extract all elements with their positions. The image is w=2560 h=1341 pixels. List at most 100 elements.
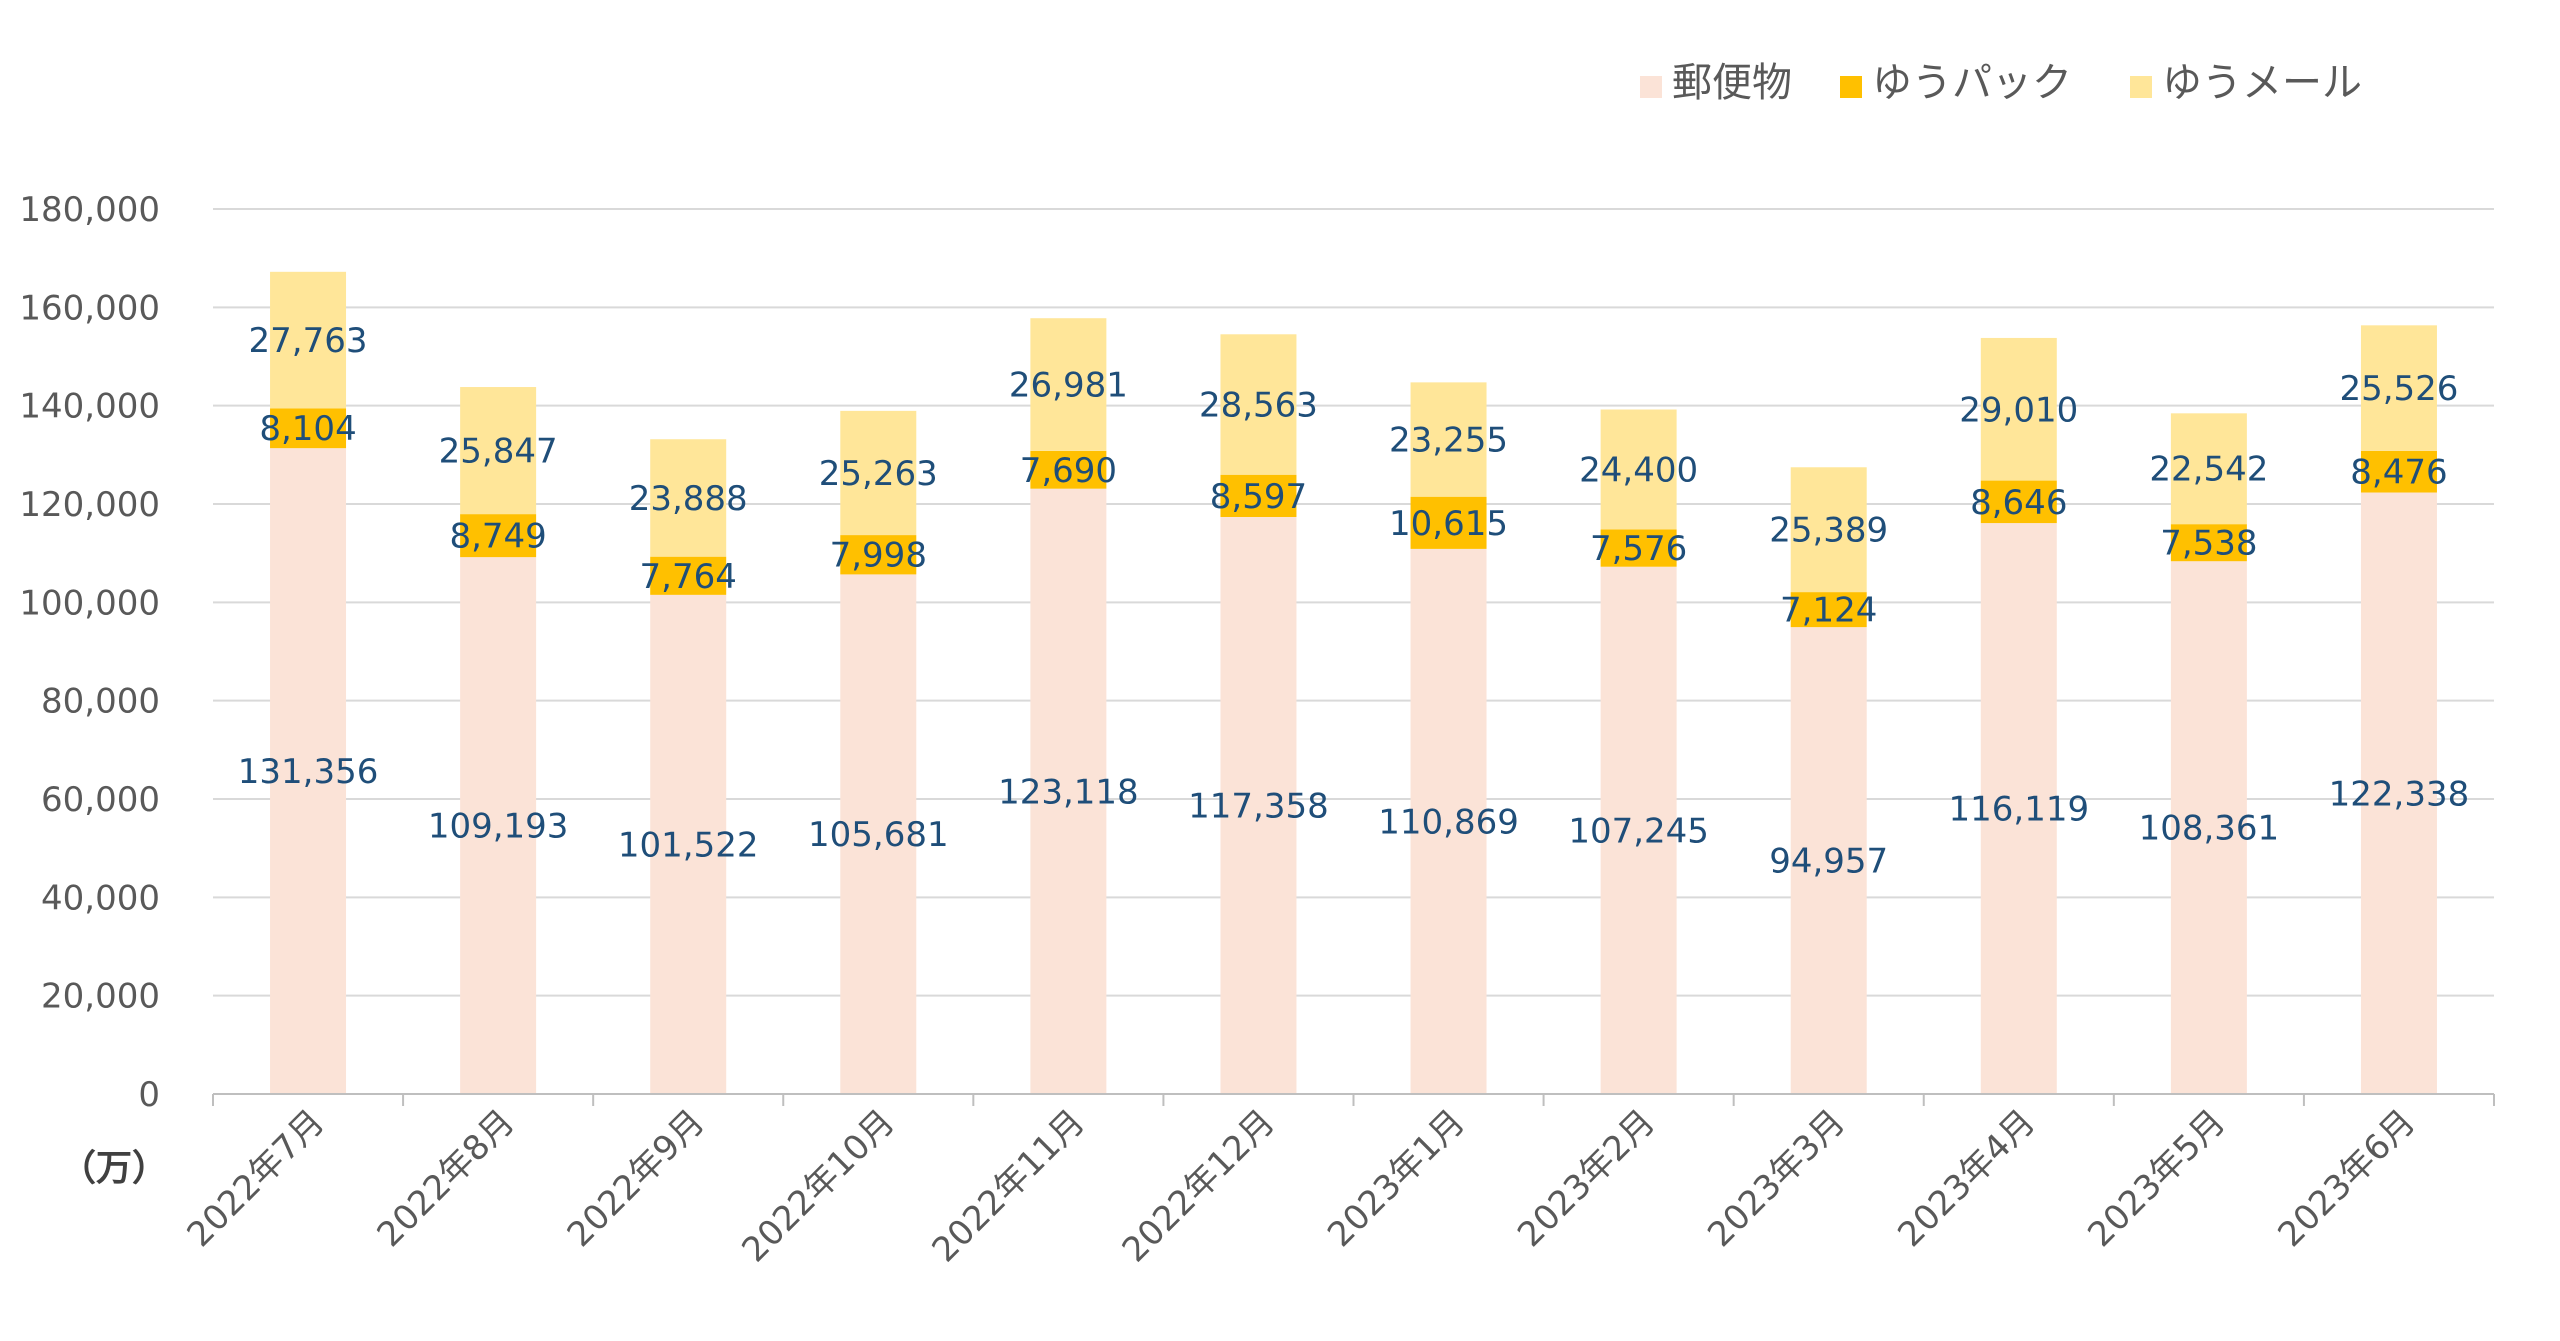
y-tick-label: 40,000 (41, 878, 160, 918)
bar-segment (840, 410, 917, 536)
bar-segment (1600, 529, 1677, 567)
data-label: 8,104 (259, 409, 356, 449)
bar-segment (1220, 334, 1297, 475)
data-label: 29,010 (1959, 390, 2078, 430)
data-label: 7,764 (640, 557, 737, 597)
data-labels: 131,356 8,104 27,763 109,193 8,749 25,847 101,… (238, 321, 2470, 881)
data-label: 116,119 (1948, 790, 2089, 830)
data-label: 107,245 (1568, 811, 1709, 851)
legend-swatch (1840, 76, 1862, 98)
data-label: 8,597 (1210, 477, 1307, 517)
x-tick-label: 2022年10月 (735, 1102, 903, 1270)
data-label: 25,847 (439, 432, 558, 472)
y-tick-label: 160,000 (19, 288, 160, 328)
bar-segment (1030, 318, 1107, 451)
data-label: 7,690 (1020, 451, 1117, 491)
bar-segment (1410, 382, 1487, 497)
data-label: 122,338 (2329, 774, 2470, 814)
data-label: 22,542 (2149, 450, 2268, 490)
data-label: 27,763 (249, 321, 368, 361)
bar-segment (460, 387, 537, 515)
data-label: 28,563 (1199, 386, 1318, 426)
data-label: 10,615 (1389, 504, 1508, 544)
legend-label: ゆうメール (2162, 60, 2362, 106)
unit-label: （万） (60, 1148, 168, 1189)
data-label: 110,869 (1378, 802, 1519, 842)
bar-segment (460, 514, 537, 558)
y-tick-label: 80,000 (41, 682, 160, 722)
data-label: 8,646 (1970, 483, 2067, 523)
data-label: 7,998 (830, 536, 927, 576)
y-tick-label: 100,000 (19, 583, 160, 623)
bar-segment (2360, 492, 2437, 1094)
bar-segment (2170, 524, 2247, 562)
bar-segment (2170, 413, 2247, 525)
bar-segment (1410, 496, 1487, 549)
data-label: 24,400 (1579, 450, 1698, 490)
y-tick-label: 140,000 (19, 387, 160, 427)
bar-segment (1980, 337, 2057, 481)
data-label: 109,193 (428, 807, 569, 847)
bar-segment (2360, 325, 2437, 451)
x-tick-label: 2022年9月 (560, 1102, 713, 1255)
x-tick-label: 2023年1月 (1320, 1102, 1473, 1255)
x-tick-label: 2022年11月 (925, 1102, 1093, 1270)
data-label: 101,522 (618, 825, 759, 865)
data-label: 108,361 (2139, 809, 2280, 849)
bar-segment (460, 557, 537, 1094)
x-tick-label: 2022年7月 (180, 1102, 333, 1255)
bar-segment (1220, 516, 1297, 1094)
x-tick-label: 2023年6月 (2270, 1102, 2423, 1255)
bar-segment (1980, 480, 2057, 524)
y-tick-label: 60,000 (41, 780, 160, 820)
bar-segment (2360, 450, 2437, 493)
x-tick-label: 2023年4月 (1890, 1102, 2043, 1255)
data-label: 8,749 (449, 517, 546, 557)
legend-label: ゆうパック (1872, 60, 2072, 106)
bar-segment (650, 594, 727, 1094)
x-tick-label: 2023年5月 (2080, 1102, 2233, 1255)
data-label: 7,538 (2160, 524, 2257, 564)
data-label: 25,263 (819, 454, 938, 494)
bar-segment (1600, 566, 1677, 1094)
bar-segment (1790, 627, 1867, 1094)
data-label: 94,957 (1769, 842, 1888, 882)
bar-segment (1790, 467, 1867, 593)
gridlines (213, 208, 2494, 997)
data-label: 105,681 (808, 815, 949, 855)
data-label: 23,888 (629, 479, 748, 519)
x-tick-label: 2022年12月 (1115, 1102, 1283, 1270)
bar-segment (270, 448, 347, 1094)
bar-segment (2170, 561, 2247, 1094)
bar-segment (270, 271, 347, 409)
bar-segment (1980, 523, 2057, 1094)
y-tick-label: 0 (138, 1075, 160, 1115)
bar-segment (1790, 592, 1867, 628)
data-label: 131,356 (238, 752, 379, 792)
data-label: 23,255 (1389, 421, 1508, 461)
bar-segment (1410, 548, 1487, 1094)
y-tick-label: 20,000 (41, 977, 160, 1017)
legend-label: 郵便物 (1672, 60, 1792, 106)
legend-swatch (2130, 76, 2152, 98)
data-label: 26,981 (1009, 366, 1128, 406)
bar-segment (650, 439, 727, 557)
bar-segment (270, 408, 347, 449)
bar-segment (840, 535, 917, 575)
bar-segment (1030, 450, 1107, 489)
data-label: 123,118 (998, 772, 1139, 812)
x-tick-label: 2023年2月 (1510, 1102, 1663, 1255)
x-tick-label: 2023年3月 (1700, 1102, 1853, 1255)
legend: 郵便物 ゆうパック ゆうメール (1640, 60, 2362, 106)
bar-segment (1030, 488, 1107, 1095)
data-label: 8,476 (2350, 453, 2447, 493)
data-label: 25,389 (1769, 511, 1888, 551)
data-label: 117,358 (1188, 786, 1329, 826)
legend-swatch (1640, 76, 1662, 98)
x-tick-label: 2022年8月 (370, 1102, 523, 1255)
bar-segment (1600, 409, 1677, 530)
data-label: 7,124 (1780, 591, 1877, 631)
y-tick-label: 120,000 (19, 485, 160, 525)
